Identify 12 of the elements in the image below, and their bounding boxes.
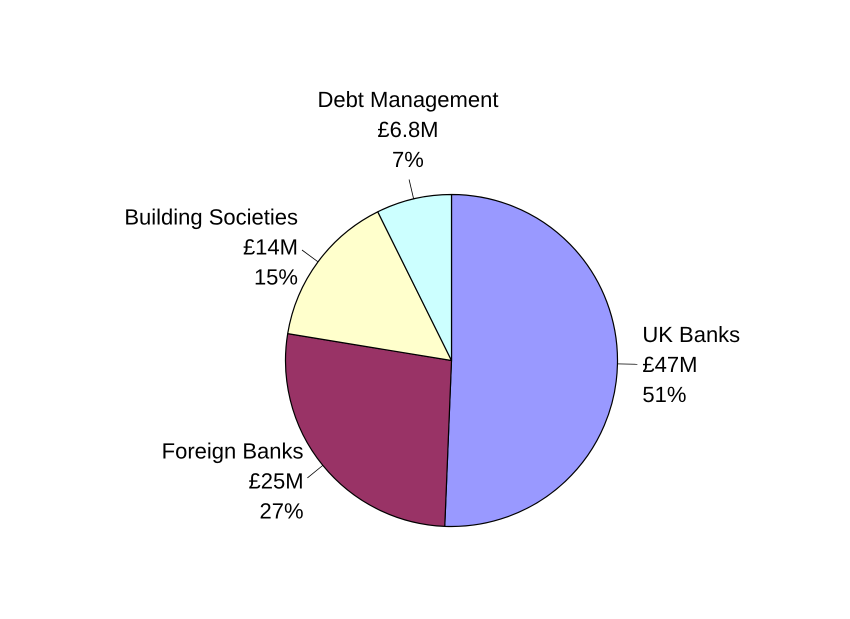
data-label: £6.8M — [377, 117, 439, 142]
text: 51% — [642, 382, 686, 407]
slice-label: Debt Management — [317, 87, 498, 112]
slice-label: Foreign Banks — [162, 438, 304, 464]
text: 27% — [259, 498, 304, 524]
text: 15% — [254, 264, 298, 290]
data-label: £47M — [642, 352, 698, 377]
data-label: £25M — [248, 468, 304, 494]
slice-label: Building Societies — [124, 204, 298, 230]
text: 7% — [392, 147, 424, 172]
slice-label: UK Banks — [642, 322, 740, 347]
data-label: £14M — [242, 234, 298, 260]
